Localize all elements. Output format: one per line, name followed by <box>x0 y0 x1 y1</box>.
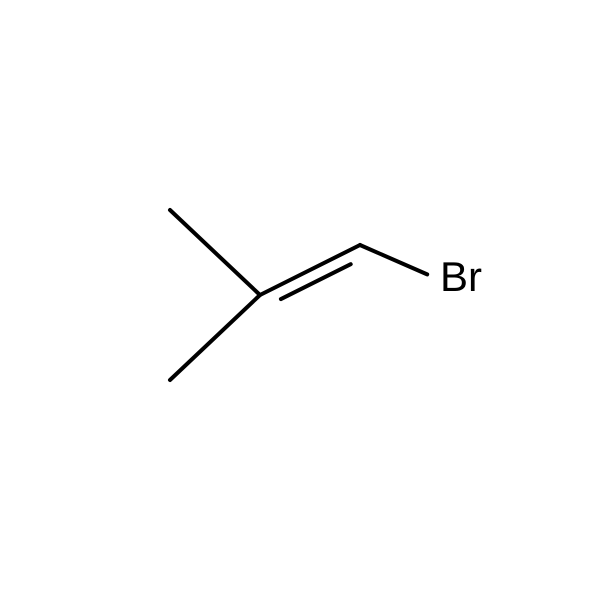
labels-layer: Br <box>440 253 482 300</box>
bond-line <box>170 295 260 380</box>
bond-line <box>281 264 351 299</box>
bonds-layer <box>170 210 427 380</box>
bond-line <box>170 210 260 295</box>
bond-line <box>360 245 427 274</box>
bond-line <box>260 245 360 295</box>
molecule-diagram: Br <box>0 0 600 600</box>
atom-label: Br <box>440 253 482 300</box>
